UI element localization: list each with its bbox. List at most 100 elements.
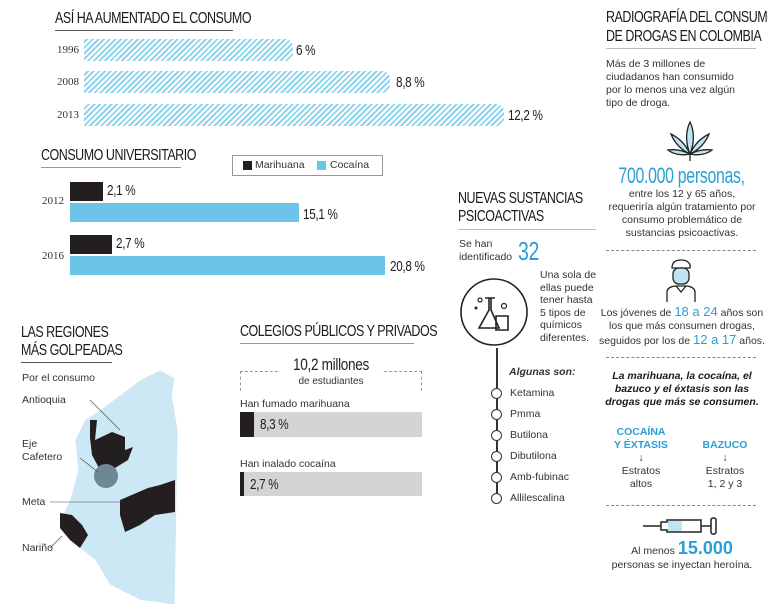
syringe-icon [643, 517, 717, 535]
bar-cocaina-2016 [70, 256, 385, 275]
bar-2013 [84, 104, 504, 126]
regiones-title-1: LAS REGIONES [21, 324, 109, 341]
text: bazuco y el éxtasis son las [614, 383, 750, 395]
radiografia-intro: Más de 3 millones de ciudadanos han cons… [606, 58, 735, 110]
desc-line: diferentes. [540, 331, 590, 344]
age-range-2: 12 a 17 [693, 332, 737, 347]
legend-swatch-cocaina [317, 161, 326, 170]
value-label: 6 % [296, 42, 316, 59]
count-pre-1: Se han [459, 238, 493, 250]
intro-line: por lo menos una vez algún [606, 84, 735, 96]
year-label: 2016 [42, 250, 64, 262]
bar-cocaina-colegios: 2,7 % [240, 472, 422, 496]
year-label: 2013 [57, 109, 79, 121]
sustancias-desc: Una sola de ellas puede tener hasta 5 ti… [540, 269, 596, 344]
map-label-meta: Meta [22, 496, 46, 508]
count-value: 32 [518, 236, 540, 266]
desc-line: consumo problemático de [621, 214, 743, 226]
text: años son [717, 307, 764, 319]
value-label: 15,1 % [303, 206, 338, 223]
students-total: 10,2 millones [293, 355, 369, 374]
map-label-antioquia: Antioquia [22, 394, 66, 406]
sustancias-title-2: PSICOACTIVAS [458, 208, 544, 225]
bullet-icon [491, 409, 502, 420]
divider [458, 229, 596, 230]
divider [55, 30, 233, 31]
desc-line: requeriría algún tratamiento por [608, 201, 756, 213]
bullet-icon [491, 451, 502, 462]
list-title: Algunas son: [509, 366, 576, 378]
young-person-icon [666, 259, 696, 302]
students-total-sub: de estudiantes [298, 376, 364, 387]
consumo-title: ASÍ HA AUMENTADO EL CONSUMO [55, 10, 252, 27]
estrato: Estratos [705, 465, 745, 477]
list-item: Pmma [510, 408, 541, 420]
legend-swatch-marihuana [243, 161, 252, 170]
bullet-icon [491, 493, 502, 504]
drogas-text: La marihuana, la cocaína, el bazuco y el… [598, 370, 766, 409]
sustancias-title-1: NUEVAS SUSTANCIAS [458, 190, 583, 207]
drug-name: COCAÍNA [616, 426, 666, 438]
universitario-title: CONSUMO UNIVERSITARIO [41, 147, 196, 164]
drug-name: Y ÉXTASIS [614, 439, 668, 451]
colegios-row-label: Han fumado marihuana [240, 398, 350, 410]
legend-label-marihuana: Marihuana [255, 159, 305, 171]
colombia-map [49, 369, 179, 606]
bar-1996 [84, 39, 293, 61]
value-label: 2,1 % [107, 182, 136, 199]
list-item: Ketamina [510, 387, 555, 399]
text: drogas que más se consumen. [605, 396, 759, 408]
bullet-icon [491, 388, 502, 399]
cannabis-leaf-icon [666, 120, 714, 161]
desc-line: tener hasta [540, 294, 593, 306]
colegios-title: COLEGIOS PÚBLICOS Y PRIVADOS [240, 323, 438, 340]
radiografia-title-2: DE DROGAS EN COLOMBIA [606, 28, 762, 45]
value-label: 12,2 % [508, 107, 543, 124]
legend: Marihuana Cocaína [232, 155, 383, 176]
arrow-down-icon: ↓ [638, 452, 644, 464]
desc-line: entre los 12 y 65 años, [628, 188, 736, 200]
big-stat-desc: entre los 12 y 65 años, requeriría algún… [598, 188, 766, 240]
divider [21, 362, 112, 363]
bar-marihuana-2012 [70, 182, 103, 201]
value-label: 20,8 % [390, 258, 425, 275]
map-label-narino: Nariño [22, 542, 53, 554]
value-label: 2,7 % [116, 235, 145, 252]
list-item: Amb-fubinac [510, 471, 569, 483]
divider [240, 343, 414, 344]
arrow-down-icon: ↓ [722, 452, 728, 464]
list-item: Allilescalina [510, 492, 565, 504]
desc-line: 5 tipos de [540, 306, 586, 319]
value-label: 2,7 % [250, 476, 279, 493]
age-range-1: 18 a 24 [674, 304, 718, 319]
desc-line: Una sola de [540, 269, 597, 281]
text: seguidos por los de [599, 335, 693, 347]
text: personas se inyectan heroína. [611, 559, 753, 571]
text: Los jóvenes de [600, 307, 675, 319]
desc-line: ellas puede [540, 281, 594, 294]
year-label: 2012 [42, 195, 64, 207]
map-label-cafetero: Cafetero [22, 451, 63, 463]
timeline-line [496, 348, 498, 496]
text: años. [736, 335, 765, 347]
radiografia-title-1: RADIOGRAFÍA DEL CONSUMO [606, 9, 768, 26]
estrato-cocaina: COCAÍNA Y ÉXTASIS ↓ Estratos altos [606, 426, 676, 491]
dashed-divider [606, 505, 756, 506]
divider [41, 167, 181, 168]
jovenes-text: Los jóvenes de 18 a 24 años son los que … [598, 305, 766, 348]
bullet-icon [491, 430, 502, 441]
drug-name: BAZUCO [702, 439, 748, 451]
value-label: 8,8 % [396, 74, 425, 91]
big-stat: 700.000 personas, [618, 163, 745, 188]
bar-fill [240, 412, 254, 437]
bar-fill [240, 472, 244, 496]
bullet-icon [491, 472, 502, 483]
text: La marihuana, la cocaína, el [612, 370, 752, 382]
legend-label-cocaina: Cocaína [330, 159, 370, 171]
list-item: Dibutilona [510, 450, 557, 462]
dashed-divider [606, 250, 756, 251]
bar-cocaina-2012 [70, 203, 299, 222]
value-label: 8,3 % [260, 416, 289, 433]
substances-list: Ketamina Pmma Butilona Dibutilona Amb-fu… [491, 383, 569, 509]
desc-line: sustancias psicoactivas. [625, 227, 739, 239]
